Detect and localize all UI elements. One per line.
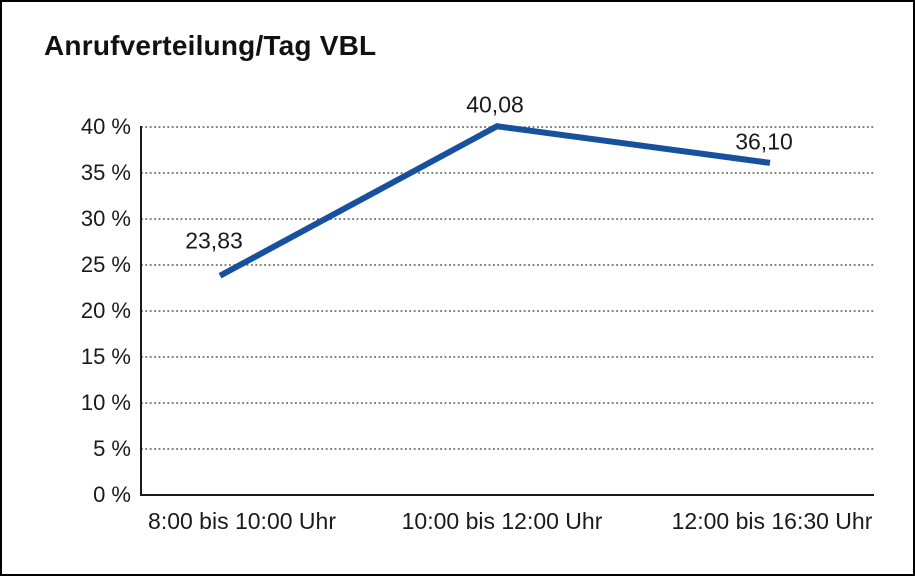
y-tick-label: 15 % — [80, 344, 131, 369]
y-tick-label: 35 % — [80, 160, 131, 185]
data-point-label: 36,10 — [735, 128, 793, 155]
data-series-line — [218, 123, 771, 279]
y-tick-label: 40 % — [80, 114, 131, 139]
y-tick-label: 20 % — [80, 298, 131, 323]
y-tick-label: 30 % — [80, 206, 131, 231]
y-tick-label: 0 % — [93, 482, 131, 507]
y-tick-label: 10 % — [80, 390, 131, 415]
x-category-label: 8:00 bis 10:00 Uhr — [148, 508, 336, 534]
y-tick-label: 5 % — [93, 436, 131, 461]
x-category-label: 12:00 bis 16:30 Uhr — [671, 508, 873, 534]
data-point-label: 40,08 — [466, 91, 524, 118]
y-tick-label: 25 % — [80, 252, 131, 277]
chart-title: Anrufverteilung/Tag VBL — [44, 30, 377, 61]
data-point-label: 23,83 — [185, 227, 243, 254]
x-category-label: 10:00 bis 12:00 Uhr — [401, 508, 603, 534]
